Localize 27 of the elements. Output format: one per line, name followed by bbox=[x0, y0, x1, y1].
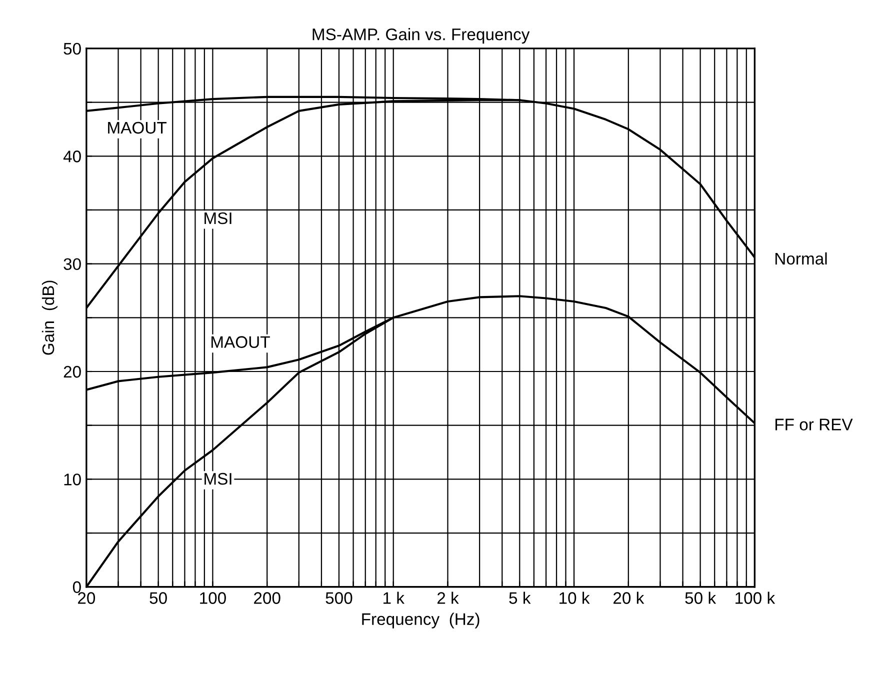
x-tick-label: 100 k bbox=[736, 592, 776, 604]
x-axis-title: Frequency (Hz) bbox=[362, 612, 480, 628]
x-tick-label: 5 k bbox=[509, 592, 531, 604]
x-tick-label: 2 k bbox=[437, 592, 459, 604]
text: Normal bbox=[775, 252, 827, 265]
x-tick-label: 100 bbox=[200, 592, 226, 604]
y-tick-label: 50 bbox=[64, 42, 81, 55]
x-tick-label: 200 bbox=[254, 592, 280, 604]
y-axis-title: Gain (dB) bbox=[42, 280, 58, 355]
series-label: MAOUT bbox=[211, 336, 270, 348]
x-tick-label: 20 bbox=[78, 592, 96, 604]
y-tick-label: 0 bbox=[72, 581, 81, 594]
y-tick-label: 20 bbox=[64, 366, 81, 378]
x-tick-label: 10 k bbox=[560, 592, 590, 604]
text: FF or REV bbox=[775, 418, 853, 430]
x-tick-label: 20 k bbox=[613, 592, 644, 604]
x-tick-label: 1 k bbox=[384, 592, 404, 604]
series-label: MAOUT bbox=[108, 122, 166, 134]
y-tick-label: 30 bbox=[64, 258, 81, 270]
text: MSI bbox=[204, 212, 232, 224]
x-tick-label: 500 bbox=[326, 592, 352, 604]
y-tick-label: 40 bbox=[63, 150, 81, 162]
series-label: MSI bbox=[204, 472, 232, 485]
x-tick-label: 50 k bbox=[685, 592, 716, 604]
y-tick-label: 10 bbox=[64, 474, 81, 486]
chart-title: MS-AMP. Gain vs. Frequency bbox=[312, 28, 530, 44]
x-tick-label: 50 bbox=[150, 592, 167, 604]
